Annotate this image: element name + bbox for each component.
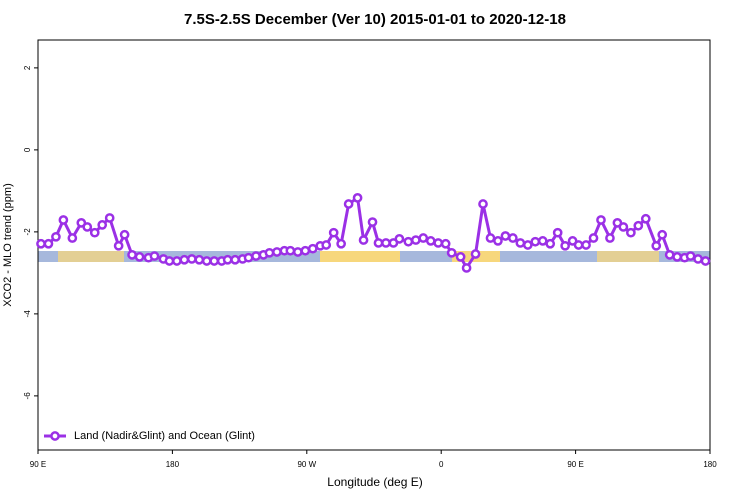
data-point [381, 238, 391, 248]
data-point [194, 254, 205, 265]
chart-title: 7.5S-2.5S December (Ver 10) 2015-01-01 t… [184, 11, 566, 28]
data-point [500, 231, 511, 241]
data-point [292, 247, 303, 257]
y-tick-label: -6 [23, 392, 32, 400]
data-point [685, 251, 696, 261]
data-point [127, 249, 137, 260]
data-point [545, 238, 556, 249]
data-point [446, 247, 457, 258]
data-point [230, 254, 240, 265]
data-point [58, 215, 69, 225]
data-point [573, 240, 584, 250]
data-point [97, 220, 108, 230]
data-point [508, 233, 518, 243]
x-tick-label: 180 [166, 460, 180, 469]
data-point [640, 213, 651, 224]
x-tick-label: 90 E [567, 460, 583, 469]
data-point [605, 233, 615, 243]
data-point [243, 252, 254, 263]
data-point [373, 238, 384, 248]
data-point [596, 215, 606, 225]
y-tick-label: 2 [23, 65, 32, 70]
x-tick-label: 180 [703, 460, 717, 469]
data-point [478, 199, 488, 209]
data-point [493, 236, 503, 246]
y-axis-label: XCO2 - MLO trend (ppm) [2, 183, 14, 306]
y-tick-label: 0 [23, 147, 32, 152]
data-point [693, 254, 703, 264]
y-tick-label: -2 [23, 228, 32, 236]
data-point [672, 252, 682, 262]
data-point [43, 238, 54, 249]
data-point [307, 243, 318, 254]
data-point [51, 231, 61, 242]
data-point [134, 252, 145, 262]
data-point [537, 236, 548, 246]
data-point [264, 247, 275, 258]
data-point [664, 249, 675, 260]
data-point [618, 222, 629, 232]
x-tick-label: 90 E [30, 460, 46, 469]
data-point [560, 240, 570, 251]
data-point [209, 256, 220, 266]
x-tick-label: 0 [439, 460, 444, 469]
data-point [336, 238, 346, 249]
data-point [82, 222, 93, 232]
data-point [352, 193, 363, 203]
data-point [485, 233, 496, 243]
data-point [186, 254, 197, 264]
legend-label: Land (Nadir&Glint) and Ocean (Glint) [74, 430, 255, 442]
data-point [700, 256, 711, 266]
data-point [36, 238, 46, 249]
data-point [367, 217, 378, 227]
data-point [433, 238, 444, 248]
data-point [410, 235, 421, 245]
data-point [89, 227, 100, 238]
data-point [300, 245, 311, 256]
data-point [285, 245, 296, 256]
data-point [222, 254, 233, 265]
data-point [164, 256, 175, 266]
data-point [358, 235, 369, 245]
data-point [113, 240, 124, 251]
data-point [343, 199, 354, 209]
data-point [588, 233, 599, 243]
data-point [251, 251, 261, 261]
data-point [522, 240, 533, 250]
data-point [633, 220, 644, 231]
data-point [201, 256, 212, 266]
data-point [149, 251, 160, 261]
data-point [119, 229, 130, 240]
data-point [104, 213, 115, 223]
data-point [455, 252, 466, 262]
y-tick-label: -4 [23, 310, 32, 318]
x-axis-label: Longitude (deg E) [327, 475, 422, 489]
data-point [651, 240, 662, 251]
data-point [418, 233, 429, 243]
x-tick-label: 90 W [297, 460, 316, 469]
plot-frame [37, 39, 711, 451]
data-point [581, 240, 591, 250]
data-point [657, 229, 668, 240]
data-point [67, 233, 78, 243]
data-point [403, 236, 414, 247]
data-point [321, 240, 332, 250]
data-point [172, 256, 182, 266]
data-point [515, 238, 526, 248]
legend-marker [50, 431, 60, 441]
data-point [626, 227, 636, 238]
data-point [440, 238, 451, 249]
data-point [425, 236, 436, 246]
data-point [552, 227, 563, 238]
data-point [179, 254, 190, 265]
data-point [394, 234, 405, 244]
data-point [272, 247, 282, 257]
data-point [470, 249, 481, 259]
data-point [461, 263, 472, 273]
data-point [530, 236, 541, 247]
data-point [328, 227, 339, 238]
